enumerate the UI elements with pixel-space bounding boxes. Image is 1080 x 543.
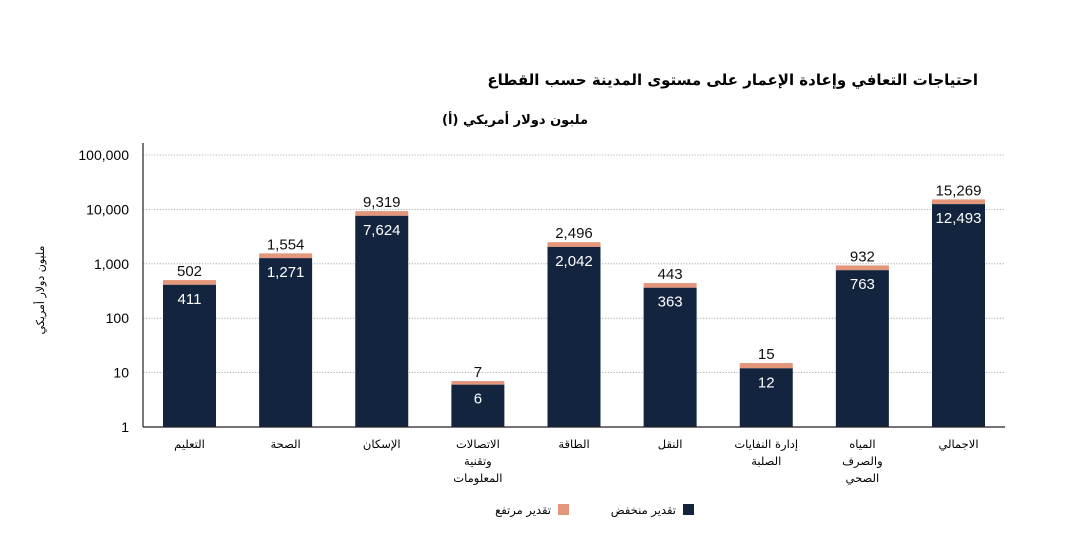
legend-label-high: تقدير مرتفع [495, 503, 551, 518]
bar-low-estimate [547, 246, 601, 427]
bar-value-high: 1,554 [267, 236, 305, 253]
bar-value-low: 12,493 [936, 210, 982, 227]
bar-value-high: 2,496 [555, 225, 593, 242]
y-tick-label: 1 [121, 419, 129, 435]
x-tick-label: الإسكان [363, 437, 401, 451]
x-tick-label: المعلومات [453, 471, 502, 486]
bar-low-estimate [451, 384, 505, 427]
y-tick-label: 10 [113, 365, 129, 381]
bar-value-low: 411 [178, 291, 202, 308]
x-tick-label: إدارة النفايات [734, 437, 798, 452]
bar-low-estimate [259, 258, 313, 427]
bar-value-high: 15,269 [936, 182, 982, 199]
bar-value-high: 932 [850, 248, 875, 265]
bar-high-estimate [163, 280, 216, 285]
bar-low-estimate [163, 284, 216, 427]
bar-high-estimate [451, 381, 505, 385]
bar-high-estimate [643, 283, 697, 288]
x-tick-label: الطاقة [558, 437, 589, 451]
bar-high-estimate [259, 253, 313, 259]
chart-title: احتياجات التعافي وإعادة الإعمار على مستو… [487, 71, 978, 89]
bar-value-low: 12 [758, 374, 775, 391]
axes [142, 143, 1005, 428]
x-tick-label: المياه [849, 437, 875, 451]
bar-low-estimate [932, 204, 985, 427]
legend-swatch-high [558, 504, 569, 515]
bar-low-estimate [643, 287, 697, 427]
x-tick-label: التعليم [174, 437, 205, 451]
y-tick-label: 10,000 [86, 201, 129, 217]
bar-value-low: 763 [850, 276, 875, 293]
x-tick-label: الاجمالي [938, 437, 978, 451]
bar-value-low: 1,271 [267, 264, 305, 281]
bars [163, 199, 985, 427]
bar-high-estimate [355, 211, 409, 216]
x-tick-label: الاتصالات [456, 437, 500, 451]
x-tick-label: الصحة [270, 437, 300, 451]
x-tick-label: الصحي [846, 471, 880, 485]
bar-value-high: 502 [177, 263, 202, 280]
bar-high-estimate [547, 242, 601, 247]
y-tick-label: 100,000 [78, 147, 129, 163]
bar-low-estimate [739, 368, 793, 427]
bar-value-low: 7,624 [363, 222, 401, 239]
bar-low-estimate [835, 270, 889, 427]
y-axis-title: مليون دولار أمريكي [33, 246, 47, 335]
x-tick-label: الصلبة [751, 454, 781, 468]
bar-value-high: 443 [658, 266, 683, 283]
x-tick-label: وتقنية [464, 454, 492, 469]
y-tick-label: 100 [106, 310, 130, 326]
bar-high-estimate [835, 265, 889, 271]
y-tick-label: 1,000 [94, 256, 129, 272]
legend-label-low: تقدير منخفض [611, 503, 676, 518]
bar-high-estimate [739, 363, 793, 369]
legend-swatch-low [683, 504, 694, 515]
bar-value-high: 15 [758, 346, 775, 363]
bar-high-estimate [932, 199, 985, 205]
x-axis-labels: التعليم الصحة الإسكان الاتصالات وتقنية المعلو… [174, 437, 978, 486]
bar-value-high: 7 [474, 364, 482, 381]
bar-value-low: 6 [474, 391, 482, 408]
chart-subtitle: (أ) ملبون دولار أمريكي [442, 111, 588, 128]
legend: تقدير منخفض تقدير مرتفع [495, 503, 694, 518]
bar-labels: 411 502 1,271 1,554 7,624 9,319 6 7 2,042 2,496 36… [177, 182, 981, 407]
bar-value-high: 9,319 [363, 194, 401, 211]
x-tick-label: النقل [658, 437, 683, 451]
x-tick-label: والصرف [842, 454, 883, 469]
bar-low-estimate [355, 215, 409, 427]
bar-value-low: 2,042 [555, 253, 593, 270]
bar-value-low: 363 [658, 294, 683, 311]
